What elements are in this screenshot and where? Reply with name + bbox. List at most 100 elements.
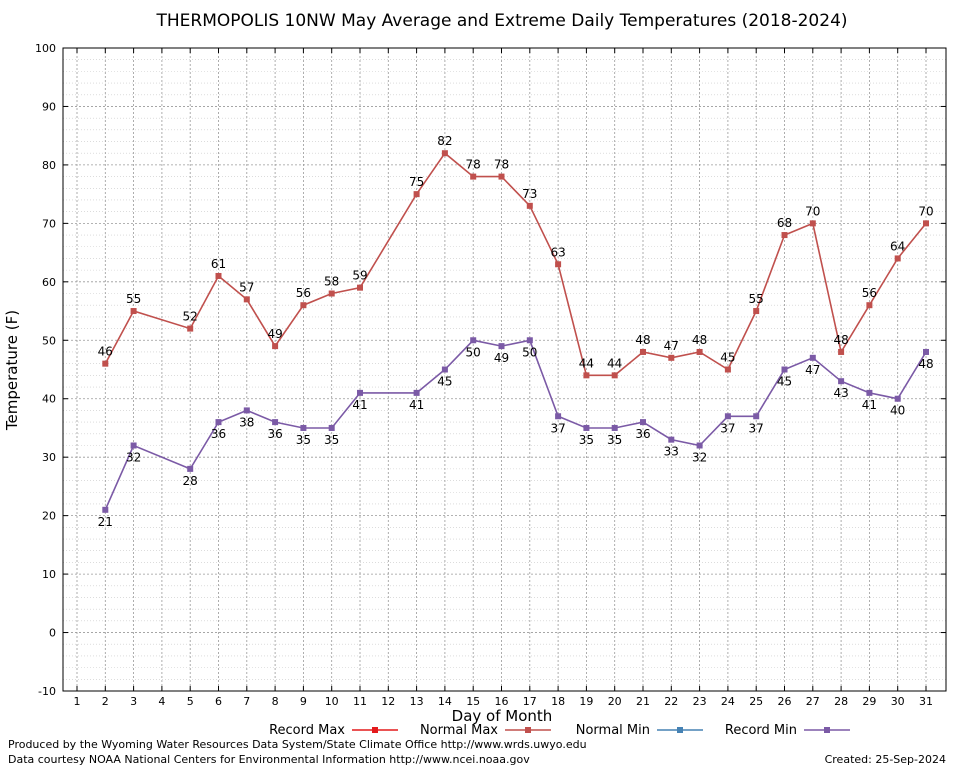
record-min-point bbox=[923, 348, 929, 355]
record-min-point bbox=[866, 389, 873, 396]
x-tick-label: 14 bbox=[438, 695, 452, 708]
normal-max-point bbox=[526, 202, 533, 209]
y-axis-label: Temperature (F) bbox=[3, 310, 21, 431]
normal-max-data-label: 68 bbox=[777, 216, 792, 230]
normal-max-point bbox=[130, 308, 137, 315]
normal-max-data-label: 64 bbox=[890, 239, 905, 253]
series bbox=[102, 150, 929, 513]
record-min-data-label: 38 bbox=[239, 415, 254, 429]
y-tick-label: 60 bbox=[42, 276, 56, 289]
normal-max-data-label: 73 bbox=[522, 187, 537, 201]
legend-label-normal-max: Normal Max bbox=[420, 723, 498, 738]
x-tick-label: 22 bbox=[664, 695, 678, 708]
y-tick-label: 20 bbox=[42, 510, 56, 523]
record-min-data-label: 45 bbox=[777, 375, 792, 389]
record-min-data-label: 35 bbox=[324, 433, 339, 447]
record-min-point bbox=[583, 424, 590, 431]
x-tick-label: 7 bbox=[243, 695, 250, 708]
record-min-point bbox=[640, 419, 646, 426]
record-min-data-label: 50 bbox=[522, 345, 537, 359]
normal-max-data-label: 55 bbox=[126, 292, 141, 306]
record-min-point bbox=[894, 395, 901, 402]
record-min-data-label: 37 bbox=[550, 421, 565, 435]
normal-max-point bbox=[724, 366, 731, 373]
normal-max-data-label: 82 bbox=[437, 134, 452, 148]
record-min-point bbox=[130, 442, 137, 449]
normal-max-point bbox=[413, 191, 420, 198]
legend-label-normal-min: Normal Min bbox=[576, 723, 650, 738]
footer-produced-by: Produced by the Wyoming Water Resources … bbox=[8, 738, 587, 751]
record-min-point bbox=[611, 424, 618, 431]
record-min-data-label: 33 bbox=[664, 445, 679, 459]
x-tick-label: 8 bbox=[272, 695, 279, 708]
record-min-point bbox=[413, 389, 420, 396]
record-min-point bbox=[724, 413, 731, 420]
x-tick-label: 25 bbox=[749, 695, 763, 708]
x-tick-label: 27 bbox=[806, 695, 820, 708]
normal-max-data-label: 45 bbox=[720, 351, 735, 365]
x-tick-label: 28 bbox=[834, 695, 848, 708]
y-tick-label: -10 bbox=[38, 685, 56, 698]
normal-max-data-label: 78 bbox=[494, 158, 509, 172]
normal-max-point bbox=[753, 308, 760, 315]
record-min-point bbox=[102, 506, 109, 513]
normal-max-point bbox=[668, 354, 675, 361]
record-min-data-label: 41 bbox=[862, 398, 877, 412]
y-tick-label: 10 bbox=[42, 568, 56, 581]
normal-max-point bbox=[441, 150, 448, 157]
normal-max-data-label: 70 bbox=[918, 204, 933, 218]
footer-created: Created: 25-Sep-2024 bbox=[824, 753, 946, 766]
x-tick-label: 23 bbox=[693, 695, 707, 708]
normal-max-point bbox=[470, 173, 477, 180]
normal-max-data-label: 46 bbox=[98, 345, 113, 359]
record-min-data-label: 32 bbox=[692, 450, 707, 464]
normal-max-data-label: 48 bbox=[833, 333, 848, 347]
normal-max-point bbox=[923, 220, 929, 227]
normal-max-data-label: 70 bbox=[805, 204, 820, 218]
x-tick-label: 17 bbox=[523, 695, 537, 708]
record-min-data-label: 21 bbox=[98, 515, 113, 529]
x-tick-label: 16 bbox=[495, 695, 509, 708]
normal-max-data-label: 47 bbox=[664, 339, 679, 353]
x-tick-label: 6 bbox=[215, 695, 222, 708]
record-min-data-label: 49 bbox=[494, 351, 509, 365]
x-tick-label: 9 bbox=[300, 695, 307, 708]
record-min-point bbox=[187, 465, 194, 472]
legend-label-record-max: Record Max bbox=[269, 723, 345, 738]
record-min-data-label: 36 bbox=[267, 427, 282, 441]
x-axis-label: Day of Month bbox=[452, 707, 553, 725]
record-min-data-label: 40 bbox=[890, 404, 905, 418]
normal-max-point bbox=[809, 220, 816, 227]
x-tick-label: 1 bbox=[74, 695, 81, 708]
record-min-point bbox=[838, 378, 845, 385]
normal-max-point bbox=[328, 290, 335, 297]
y-tick-label: 40 bbox=[42, 393, 56, 406]
normal-max-data-label: 63 bbox=[550, 245, 565, 259]
record-min-data-label: 50 bbox=[466, 345, 481, 359]
record-min-line bbox=[104, 339, 927, 511]
record-min-point bbox=[441, 366, 448, 373]
x-tick-label: 31 bbox=[919, 695, 933, 708]
x-tick-label: 4 bbox=[158, 695, 165, 708]
record-min-data-label: 35 bbox=[579, 433, 594, 447]
normal-max-point bbox=[611, 372, 618, 379]
record-min-point bbox=[215, 419, 222, 426]
footer-data-courtesy: Data courtesy NOAA National Centers for … bbox=[8, 753, 530, 766]
x-tick-label: 24 bbox=[721, 695, 735, 708]
record-min-data-label: 36 bbox=[211, 427, 226, 441]
normal-max-data-label: 52 bbox=[183, 310, 198, 324]
normal-max-data-label: 58 bbox=[324, 275, 339, 289]
normal-max-point bbox=[894, 255, 901, 262]
record-min-data-label: 35 bbox=[296, 433, 311, 447]
x-tick-label: 19 bbox=[579, 695, 593, 708]
legend-marker-normal-min bbox=[677, 727, 683, 733]
normal-max-point bbox=[102, 360, 109, 367]
record-min-point bbox=[809, 354, 816, 361]
x-tick-label: 3 bbox=[130, 695, 137, 708]
record-min-point bbox=[357, 389, 363, 396]
normal-max-data-label: 44 bbox=[579, 356, 594, 370]
record-min-point bbox=[272, 419, 279, 426]
record-min-data-label: 28 bbox=[183, 474, 198, 488]
normal-max-data-label: 57 bbox=[239, 280, 254, 294]
